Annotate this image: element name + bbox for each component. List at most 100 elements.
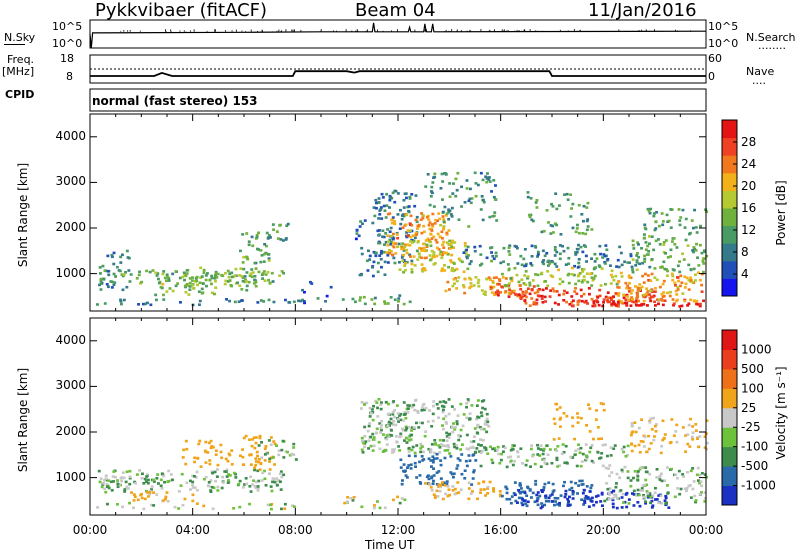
- scatter-cell: [212, 486, 216, 490]
- scatter-cell: [227, 275, 231, 279]
- scatter-cell: [389, 243, 393, 246]
- scatter-cell: [528, 304, 532, 307]
- scatter-cell: [391, 413, 395, 416]
- scatter-cell: [379, 426, 383, 430]
- scatter-cell: [546, 284, 550, 288]
- scatter-cell: [259, 249, 263, 252]
- y-tick-label: 4000: [55, 332, 86, 347]
- scatter-cell: [601, 304, 605, 308]
- scatter-cell: [355, 232, 359, 235]
- scatter-cell: [401, 259, 405, 263]
- scatter-cell: [399, 466, 403, 469]
- x-tick-label: 00:00: [688, 523, 724, 537]
- scatter-cell: [622, 296, 626, 300]
- scatter-cell: [121, 274, 125, 278]
- scatter-cell: [439, 477, 443, 480]
- noise-left-bottom-tick: 10^0: [52, 37, 83, 50]
- scatter-cell: [391, 237, 395, 241]
- scatter-cell: [394, 252, 398, 255]
- scatter-cell: [676, 288, 680, 291]
- scatter-cell: [446, 280, 450, 284]
- scatter-cell: [210, 485, 214, 489]
- scatter-cell: [628, 281, 631, 285]
- scatter-cell: [360, 273, 363, 277]
- scatter-cell: [461, 443, 464, 446]
- scatter-cell: [381, 235, 384, 238]
- scatter-cell: [420, 231, 424, 235]
- scatter-cell: [210, 291, 214, 295]
- scatter-cell: [629, 479, 633, 482]
- scatter-cell: [181, 503, 185, 507]
- scatter-cell: [586, 496, 590, 499]
- scatter-cell: [585, 219, 589, 223]
- scatter-cell: [443, 264, 446, 267]
- scatter-cell: [177, 490, 181, 493]
- scatter-cell: [399, 434, 403, 438]
- scatter-cell: [263, 459, 267, 462]
- scatter-cell: [666, 291, 669, 295]
- scatter-cell: [571, 489, 575, 493]
- scatter-cell: [590, 228, 594, 231]
- scatter-cell: [179, 301, 182, 304]
- scatter-cell: [399, 432, 403, 436]
- scatter-cell: [422, 246, 426, 250]
- scatter-cell: [655, 468, 659, 471]
- scatter-cell: [651, 295, 655, 299]
- scatter-cell: [121, 471, 125, 474]
- scatter-cell: [433, 496, 437, 499]
- scatter-cell: [171, 272, 175, 276]
- scatter-cell: [401, 427, 404, 431]
- scatter-cell: [486, 492, 490, 495]
- scatter-cell: [696, 303, 700, 306]
- scatter-cell: [253, 261, 257, 265]
- scatter-cell: [553, 496, 557, 500]
- scatter-cell: [248, 485, 252, 488]
- scatter-cell: [270, 507, 273, 511]
- scatter-cell: [369, 435, 373, 439]
- scatter-cell: [133, 495, 137, 499]
- scatter-cell: [590, 297, 594, 301]
- scatter-cell: [696, 271, 700, 274]
- scatter-cell: [383, 273, 387, 276]
- scatter-cell: [641, 274, 645, 278]
- scatter-cell: [695, 242, 698, 246]
- scatter-cell: [250, 275, 254, 279]
- scatter-cell: [233, 471, 236, 475]
- scatter-cell: [688, 232, 691, 236]
- scatter-cell: [249, 272, 253, 275]
- scatter-cell: [547, 500, 551, 503]
- scatter-cell: [590, 257, 593, 260]
- scatter-cell: [654, 498, 657, 501]
- scatter-cell: [631, 243, 635, 247]
- scatter-cell: [672, 303, 675, 307]
- scatter-cell: [549, 224, 553, 227]
- scatter-cell: [487, 425, 491, 428]
- scatter-cell: [530, 244, 534, 248]
- scatter-cell: [269, 236, 272, 239]
- scatter-cell: [529, 262, 533, 265]
- scatter-cell: [483, 422, 487, 426]
- scatter-cell: [455, 491, 459, 495]
- scatter-cell: [689, 496, 693, 499]
- scatter-cell: [178, 276, 182, 280]
- scatter-cell: [558, 464, 562, 467]
- scatter-cell: [432, 493, 436, 496]
- scatter-cell: [256, 485, 260, 488]
- scatter-cell: [360, 246, 364, 250]
- scatter-cell: [372, 206, 376, 209]
- scatter-cell: [396, 245, 399, 248]
- scatter-cell: [446, 253, 450, 256]
- scatter-cell: [363, 445, 366, 449]
- scatter-cell: [209, 489, 213, 492]
- scatter-cell: [646, 290, 650, 293]
- scatter-cell: [329, 285, 333, 289]
- scatter-cell: [405, 476, 409, 479]
- scatter-cell: [191, 499, 195, 503]
- scatter-cell: [443, 205, 447, 209]
- vel-cbar-swatch: [722, 368, 737, 389]
- scatter-cell: [309, 280, 312, 284]
- scatter-cell: [247, 240, 251, 243]
- scatter-cell: [406, 466, 409, 469]
- scatter-cell: [436, 407, 440, 410]
- scatter-cell: [384, 232, 388, 235]
